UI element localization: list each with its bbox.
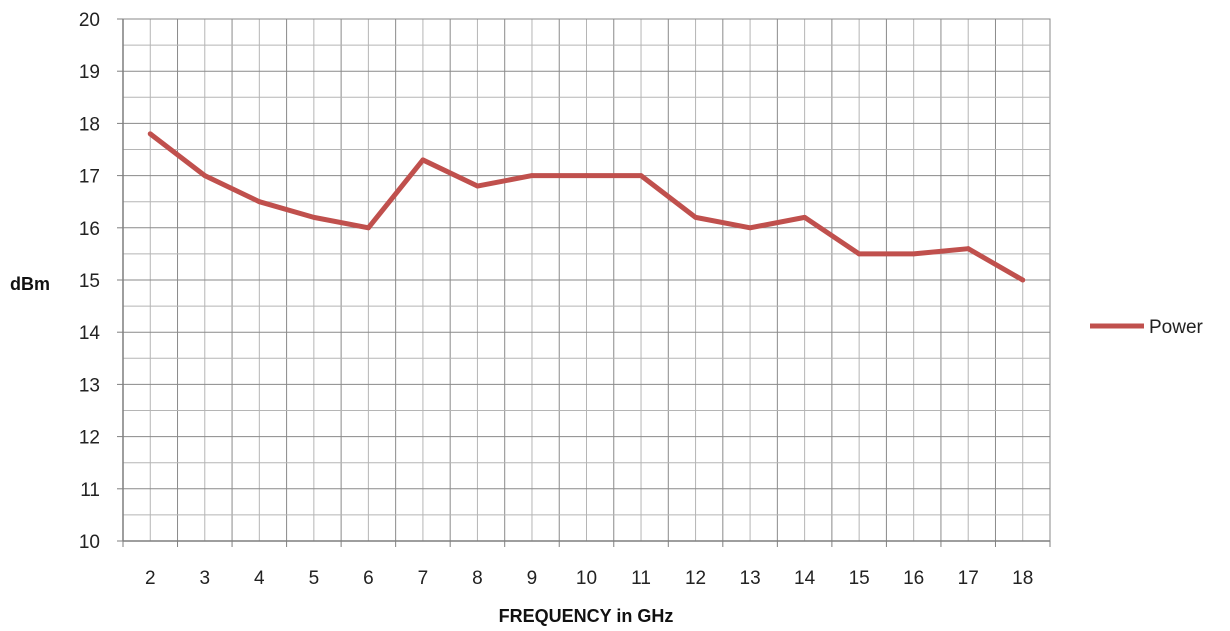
y-tick-label: 18 <box>79 114 100 135</box>
data-point <box>147 131 153 137</box>
x-tick-label: 14 <box>794 568 816 589</box>
y-tick-label: 15 <box>79 271 100 292</box>
y-tick-label: 12 <box>79 428 100 449</box>
x-tick-label: 5 <box>309 568 320 589</box>
x-tick-label: 11 <box>631 568 651 589</box>
data-point <box>311 214 317 220</box>
x-tick-label: 15 <box>849 568 870 589</box>
y-tick-label: 14 <box>79 323 101 344</box>
data-point <box>802 214 808 220</box>
data-point <box>856 251 862 257</box>
legend-label-power: Power <box>1149 317 1204 338</box>
data-point <box>475 183 480 189</box>
data-point <box>693 214 698 220</box>
y-tick-label: 20 <box>79 10 100 31</box>
x-tick-label: 7 <box>418 568 429 589</box>
y-tick-label: 11 <box>80 480 100 501</box>
x-tick-label: 6 <box>363 568 374 589</box>
y-tick-label: 16 <box>79 219 100 240</box>
x-tick-label: 4 <box>254 568 265 589</box>
x-tick-label: 13 <box>740 568 761 589</box>
x-tick-label: 17 <box>958 568 979 589</box>
data-point <box>747 225 753 231</box>
data-point <box>584 173 589 179</box>
y-tick-label: 19 <box>79 62 100 83</box>
legend: Power <box>1090 317 1204 338</box>
chart-grid <box>122 18 1051 542</box>
data-point <box>256 199 262 205</box>
chart-series <box>147 131 1026 283</box>
x-tick-label: 16 <box>903 568 924 589</box>
data-point <box>365 225 371 231</box>
x-tick-label: 18 <box>1012 568 1033 589</box>
data-point <box>202 173 208 179</box>
data-point <box>911 251 917 257</box>
y-tick-label: 13 <box>79 375 100 396</box>
x-tick-label: 10 <box>576 568 597 589</box>
y-tick-label: 10 <box>79 532 100 553</box>
data-point <box>965 246 971 252</box>
data-point <box>638 173 644 179</box>
data-point <box>529 173 535 179</box>
y-axis-ticks: 10 11 12 13 14 15 16 17 18 19 20 <box>79 10 123 553</box>
x-tick-label: 12 <box>685 568 706 589</box>
x-tick-label: 3 <box>200 568 211 589</box>
x-axis-title: FREQUENCY in GHz <box>499 606 674 626</box>
x-tick-label: 9 <box>527 568 538 589</box>
x-tick-label: 2 <box>145 568 156 589</box>
x-tick-label: 8 <box>472 568 483 589</box>
data-point <box>420 157 426 163</box>
x-axis-ticks: 2 3 4 5 6 7 8 9 10 11 12 13 14 15 16 17 18 <box>122 541 1051 589</box>
data-point <box>1020 277 1026 283</box>
y-tick-label: 17 <box>79 167 100 188</box>
y-axis-title: dBm <box>10 274 50 294</box>
